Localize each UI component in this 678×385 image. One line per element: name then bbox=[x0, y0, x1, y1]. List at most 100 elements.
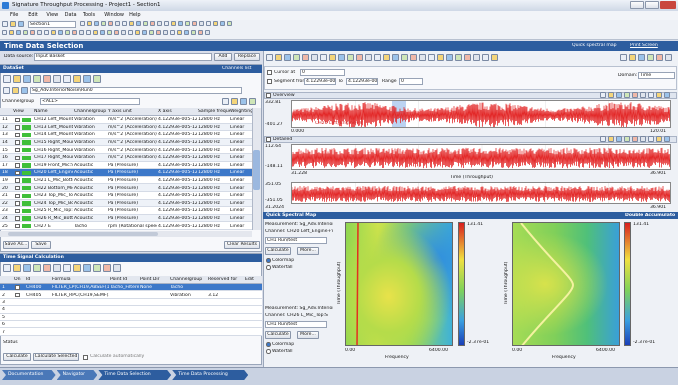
toolbar-icon[interactable] bbox=[656, 54, 663, 61]
scroll-thumb[interactable] bbox=[253, 150, 260, 190]
toolbar-icon[interactable] bbox=[632, 136, 638, 142]
toolbar-icon[interactable] bbox=[616, 92, 622, 98]
menu-item[interactable]: Data bbox=[64, 12, 77, 18]
toolbar-icon[interactable] bbox=[122, 21, 127, 26]
toolbar-icon[interactable] bbox=[240, 98, 247, 105]
toolbar-icon[interactable] bbox=[79, 30, 84, 35]
more-button[interactable]: More... bbox=[297, 247, 319, 255]
calc-row[interactable] bbox=[0, 291, 262, 299]
toolbar-icon[interactable] bbox=[275, 54, 282, 61]
view-checkbox[interactable] bbox=[15, 163, 20, 168]
menu-item[interactable]: View bbox=[46, 12, 59, 18]
cursor-checkbox[interactable] bbox=[267, 70, 272, 75]
toolbar-icon[interactable] bbox=[482, 54, 489, 61]
view-checkbox[interactable] bbox=[15, 155, 20, 161]
toolbar-icon[interactable] bbox=[37, 30, 42, 35]
toolbar-icon[interactable] bbox=[93, 264, 101, 272]
menu-item[interactable]: Help bbox=[129, 12, 141, 18]
toolbar-icon[interactable] bbox=[608, 92, 614, 98]
toolbar-icon[interactable] bbox=[464, 54, 471, 61]
close-button[interactable] bbox=[660, 1, 676, 9]
mode-radio[interactable] bbox=[266, 349, 271, 354]
toolbar-icon[interactable] bbox=[13, 75, 21, 83]
toolbar-icon[interactable] bbox=[665, 54, 672, 61]
table-row[interactable] bbox=[0, 214, 252, 223]
toolbar-icon[interactable] bbox=[455, 54, 462, 61]
calc-row[interactable] bbox=[0, 313, 262, 321]
table-row[interactable] bbox=[0, 222, 252, 230]
toolbar-icon[interactable] bbox=[142, 30, 147, 35]
toolbar-icon[interactable] bbox=[135, 30, 140, 35]
table-row[interactable] bbox=[0, 161, 252, 170]
toolbar-icon[interactable] bbox=[129, 21, 134, 26]
toolbar-icon[interactable] bbox=[231, 98, 238, 105]
channels-link[interactable]: Channels list bbox=[222, 66, 252, 71]
save-button[interactable]: Save bbox=[31, 241, 51, 249]
toolbar-icon[interactable] bbox=[2, 21, 8, 27]
toolbar-icon[interactable] bbox=[320, 54, 327, 61]
toolbar-icon[interactable] bbox=[419, 54, 426, 61]
toolbar-icon[interactable] bbox=[93, 75, 101, 83]
toolbar-icon[interactable] bbox=[608, 136, 614, 142]
toolbar-icon[interactable] bbox=[656, 92, 662, 98]
toolbar-icon[interactable] bbox=[108, 21, 113, 26]
channelgroup-select[interactable]: <ALL> bbox=[40, 98, 140, 105]
toolbar-icon[interactable] bbox=[220, 21, 225, 26]
toolbar-icon[interactable] bbox=[156, 30, 161, 35]
toolbar-icon[interactable] bbox=[143, 21, 148, 26]
calculate-button[interactable]: Calculate bbox=[3, 353, 31, 361]
mode-radio[interactable] bbox=[266, 258, 271, 263]
toolbar-icon[interactable] bbox=[600, 136, 606, 142]
calculate-selected-button[interactable]: Calculate Selected bbox=[33, 353, 79, 361]
toolbar-icon[interactable] bbox=[33, 264, 41, 272]
toolbar-icon[interactable] bbox=[184, 30, 189, 35]
toolbar-icon[interactable] bbox=[473, 54, 480, 61]
h-scroll-thumb[interactable] bbox=[8, 232, 158, 236]
toolbar-icon[interactable] bbox=[43, 75, 51, 83]
view-checkbox[interactable] bbox=[15, 132, 20, 138]
calc-row[interactable] bbox=[0, 328, 262, 336]
panel-checkbox[interactable] bbox=[266, 93, 271, 98]
toolbar-icon[interactable] bbox=[51, 30, 56, 35]
toolbar-icon[interactable] bbox=[63, 75, 71, 83]
toolbar-icon[interactable] bbox=[624, 92, 630, 98]
toolbar-icon[interactable] bbox=[624, 136, 630, 142]
add-button[interactable]: Add bbox=[214, 53, 232, 61]
view-checkbox[interactable] bbox=[15, 178, 20, 183]
toolbar-icon[interactable] bbox=[374, 54, 381, 61]
view-checkbox[interactable] bbox=[15, 125, 20, 130]
panel-checkbox[interactable] bbox=[266, 137, 271, 142]
toolbar-icon[interactable] bbox=[114, 30, 119, 35]
run-select[interactable]: CH1 Run/test bbox=[265, 237, 327, 244]
toolbar-icon[interactable] bbox=[163, 30, 168, 35]
toolbar-icon[interactable] bbox=[491, 54, 498, 61]
toolbar-icon[interactable] bbox=[647, 54, 654, 61]
toolbar-icon[interactable] bbox=[12, 87, 19, 94]
table-row[interactable] bbox=[0, 199, 252, 208]
toolbar-icon[interactable] bbox=[640, 92, 646, 98]
toolbar-icon[interactable] bbox=[171, 21, 176, 26]
view-checkbox[interactable] bbox=[15, 216, 20, 221]
toolbar-icon[interactable] bbox=[178, 21, 183, 26]
data-source-input[interactable]: Input Basket bbox=[34, 53, 212, 61]
toolbar-icon[interactable] bbox=[401, 54, 408, 61]
toolbar-icon[interactable] bbox=[121, 30, 126, 35]
toolbar-icon[interactable] bbox=[73, 264, 81, 272]
colormap[interactable] bbox=[512, 222, 620, 346]
toolbar-icon[interactable] bbox=[53, 75, 61, 83]
segment-checkbox[interactable] bbox=[267, 79, 272, 84]
range-input[interactable]: 0 bbox=[399, 78, 423, 85]
toolbar-icon[interactable] bbox=[30, 30, 35, 35]
toolbar-icon[interactable] bbox=[616, 136, 622, 142]
toolbar-icon[interactable] bbox=[600, 92, 606, 98]
toolbar-icon[interactable] bbox=[107, 30, 112, 35]
table-row[interactable] bbox=[0, 138, 252, 147]
toolbar-icon[interactable] bbox=[73, 75, 81, 83]
menu-item[interactable]: Tools bbox=[82, 12, 96, 18]
toolbar-icon[interactable] bbox=[33, 75, 41, 83]
toolbar-icon[interactable] bbox=[23, 30, 28, 35]
toolbar-icon[interactable] bbox=[428, 54, 435, 61]
on-checkbox[interactable] bbox=[15, 292, 20, 298]
view-checkbox[interactable] bbox=[15, 223, 20, 229]
auto-checkbox[interactable] bbox=[83, 354, 88, 360]
